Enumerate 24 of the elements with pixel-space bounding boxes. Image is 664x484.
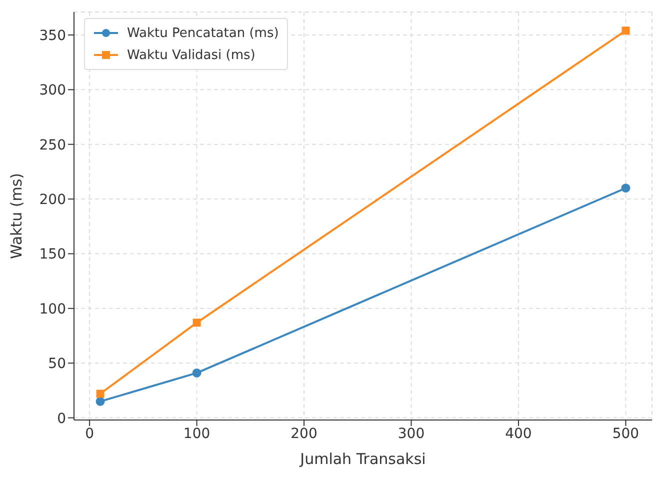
- point: [96, 396, 105, 406]
- x-tick-label: 300: [398, 426, 425, 442]
- x-tick-label: 200: [290, 426, 318, 442]
- y-tick-label: 300: [39, 82, 66, 99]
- legend-label: Waktu Pencatatan (ms): [127, 26, 279, 40]
- y-tick-label: 150: [39, 246, 66, 263]
- y-tick-label: 50: [48, 356, 66, 372]
- x-tick-label: 400: [505, 426, 532, 442]
- y-tick-label: 350: [39, 28, 66, 44]
- x-axis-title: Jumlah Transaksi: [299, 450, 426, 468]
- y-tick-label: 100: [39, 301, 66, 318]
- point: [192, 318, 201, 327]
- legend-label: Waktu Validasi (ms): [127, 48, 256, 62]
- y-tick-label: 200: [39, 192, 66, 208]
- y-tick-label: 250: [39, 137, 66, 154]
- point: [621, 184, 630, 193]
- point: [96, 390, 104, 398]
- x-tick-label: 100: [183, 426, 210, 442]
- x-tick-label: 0: [85, 426, 94, 442]
- y-axis-title: Waktu (ms): [7, 172, 26, 260]
- point: [192, 368, 202, 378]
- y-tick-label: 0: [57, 410, 66, 427]
- x-tick-label: 500: [612, 426, 640, 442]
- point: [622, 26, 630, 35]
